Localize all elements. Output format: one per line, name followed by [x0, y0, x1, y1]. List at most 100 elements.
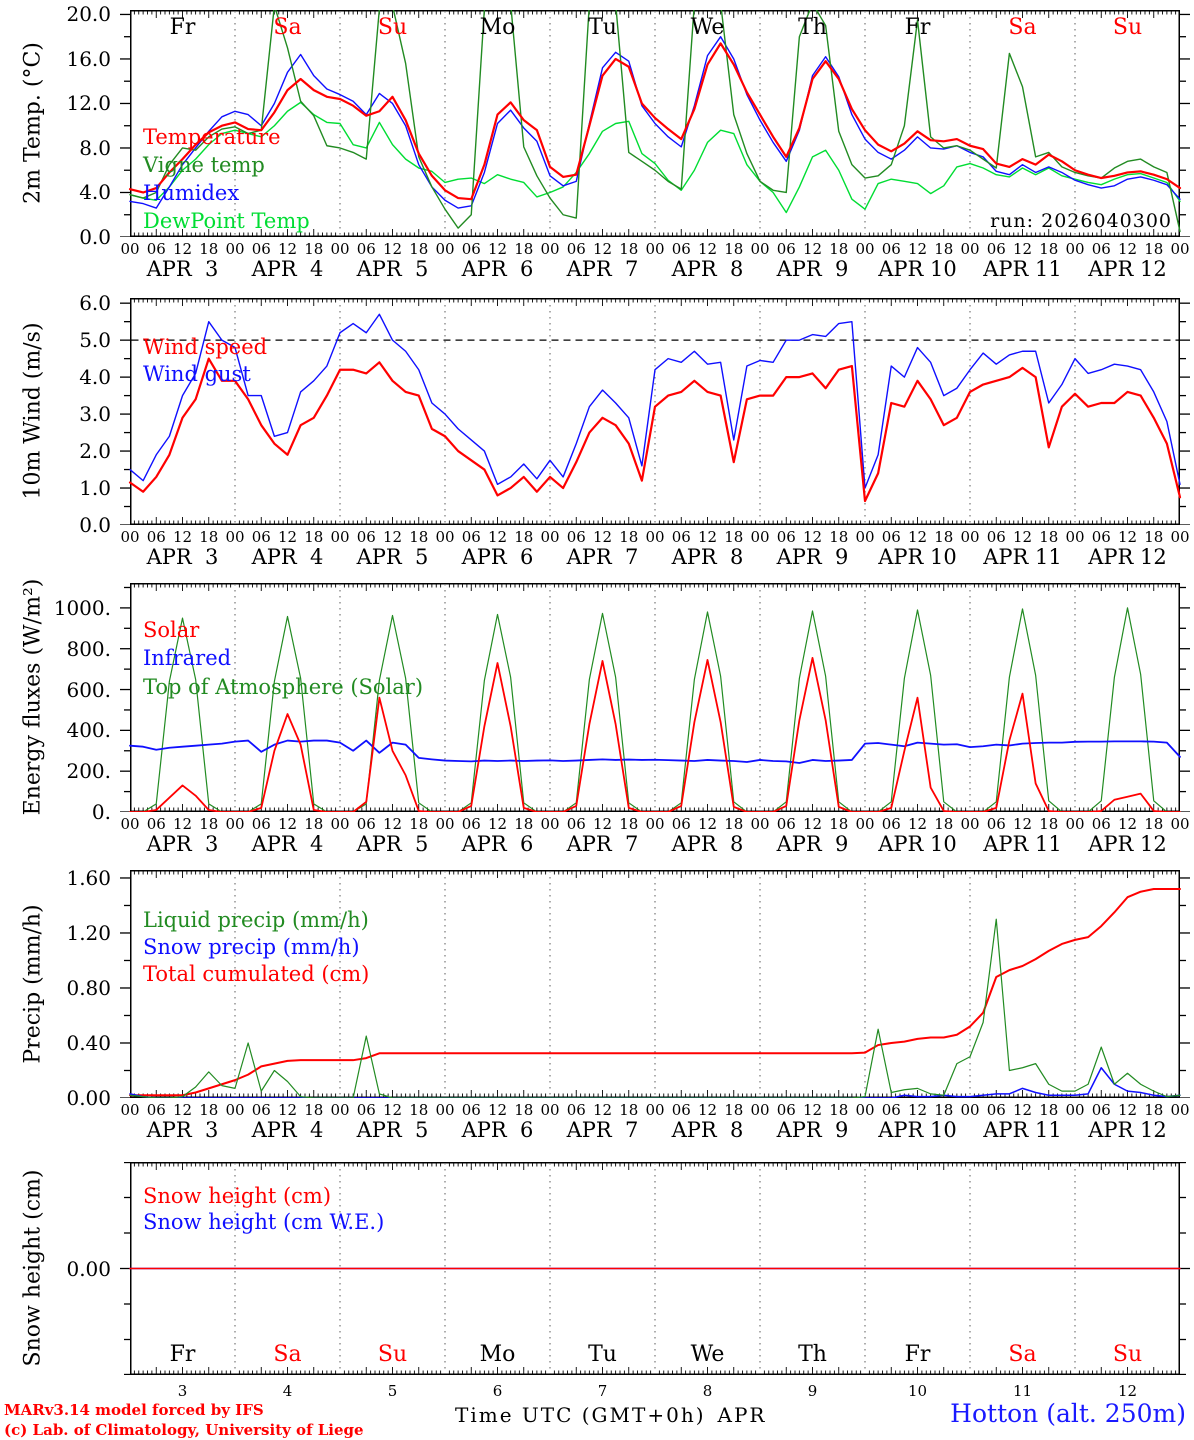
legend-temperature: Temperature [143, 125, 281, 149]
day-name-bottom: Su [377, 1342, 408, 1367]
x-tick-label: 12 [1012, 815, 1033, 833]
x-day-label: APR 9 [776, 1118, 849, 1142]
x-tick-label: 12 [697, 815, 718, 833]
x-tick-label: 00 [435, 1101, 455, 1119]
x-tick-label: 12 [907, 528, 928, 546]
x-tick-label: 06 [1091, 1101, 1111, 1119]
x-tick-label: 00 [960, 528, 980, 546]
x-tick-label: 06 [881, 240, 901, 258]
x-tick-label: 06 [146, 815, 166, 833]
x-tick-label: 12 [487, 1101, 508, 1119]
model-run-label: run: 2026040300 [990, 210, 1172, 232]
x-tick-label: 18 [934, 1101, 954, 1119]
day-name-bottom: Fr [169, 1342, 196, 1367]
y-tick-label-precip: 0.00 [66, 1086, 111, 1110]
x-tick-label: 18 [199, 815, 219, 833]
day-name-top: Th [798, 15, 827, 40]
x-tick-label: 12 [487, 240, 508, 258]
legend-vigne-temp: Vigne temp [143, 153, 265, 177]
x-tick-label: 12 [592, 528, 613, 546]
legend-solar: Solar [143, 618, 200, 642]
x-day-label: APR 12 [1088, 1118, 1167, 1142]
y-tick-label-precip: 1.60 [66, 865, 111, 890]
x-tick-label: 06 [986, 240, 1006, 258]
day-number: 3 [177, 1382, 188, 1400]
x-tick-label: 00 [855, 815, 875, 833]
x-tick-label: 06 [986, 528, 1006, 546]
day-number: 6 [492, 1382, 503, 1400]
x-tick-label: 00 [855, 528, 875, 546]
x-tick-label: 18 [1144, 528, 1164, 546]
x-day-label: APR 12 [1088, 832, 1167, 856]
x-tick-label: 12 [697, 1101, 718, 1119]
x-tick-label: 06 [146, 528, 166, 546]
y-tick-label-precip: 0.80 [66, 975, 111, 1000]
y-tick-label-wind: 6.0 [79, 291, 111, 316]
x-tick-label: 12 [487, 528, 508, 546]
x-tick-label: 18 [934, 815, 954, 833]
x-tick-label: 06 [776, 528, 796, 546]
x-tick-label: 06 [356, 815, 376, 833]
legend-infrared: Infrared [143, 646, 232, 670]
x-day-label: APR 4 [251, 832, 324, 856]
day-name-top: Tu [588, 15, 617, 40]
x-tick-label: 06 [881, 815, 901, 833]
x-day-label: APR 11 [983, 545, 1062, 569]
x-tick-label: 12 [1012, 528, 1033, 546]
x-tick-label: 06 [461, 240, 481, 258]
legend-snow-height-cm-w-e: Snow height (cm W.E.) [143, 1210, 385, 1234]
x-tick-label: 00 [1065, 815, 1085, 833]
x-tick-label: 12 [382, 1101, 403, 1119]
x-tick-label: 00 [855, 240, 875, 258]
x-tick-label: 12 [592, 240, 613, 258]
x-tick-label: 12 [382, 240, 403, 258]
x-day-label: APR 3 [146, 832, 219, 856]
y-tick-label-wind: 2.0 [79, 439, 111, 464]
x-tick-label: 12 [802, 1101, 823, 1119]
x-tick-label: 00 [1170, 528, 1190, 546]
x-tick-label: 00 [1170, 815, 1190, 833]
x-tick-label: 18 [409, 240, 429, 258]
x-tick-label: 18 [934, 528, 954, 546]
x-day-label: APR 4 [251, 257, 324, 281]
x-tick-label: 00 [435, 240, 455, 258]
x-day-label: APR 5 [356, 832, 429, 856]
x-tick-label: 18 [199, 1101, 219, 1119]
x-tick-label: 18 [829, 1101, 849, 1119]
y-tick-label-temp: 0.0 [79, 225, 111, 249]
y-tick-label-temp: 20.0 [66, 2, 111, 27]
x-tick-label: 18 [934, 240, 954, 258]
x-tick-label: 06 [881, 528, 901, 546]
x-day-label: APR 3 [146, 257, 219, 281]
x-tick-label: 00 [1065, 240, 1085, 258]
x-tick-label: 12 [277, 528, 298, 546]
legend-wind-gust: Wind gust [143, 362, 251, 386]
x-tick-label: 18 [409, 1101, 429, 1119]
x-tick-label: 06 [986, 1101, 1006, 1119]
day-name-bottom: Sa [1008, 1342, 1037, 1367]
x-tick-label: 06 [1091, 528, 1111, 546]
x-tick-label: 00 [750, 1101, 770, 1119]
y-tick-label-flux: 0. [91, 800, 111, 824]
time-axis-label: Time UTC (GMT+0h) [455, 1403, 706, 1427]
x-tick-label: 12 [382, 815, 403, 833]
x-tick-label: 00 [120, 815, 140, 833]
x-day-label: APR 12 [1088, 257, 1167, 281]
x-tick-label: 00 [1170, 240, 1190, 258]
x-day-label: APR 10 [878, 545, 957, 569]
y-tick-label-snow: 0.00 [66, 1256, 111, 1281]
x-tick-label: 18 [619, 1101, 639, 1119]
x-tick-label: 06 [671, 240, 691, 258]
x-tick-label: 18 [619, 240, 639, 258]
x-day-label: APR 11 [983, 257, 1062, 281]
day-name-top: Su [377, 15, 408, 40]
x-tick-label: 06 [671, 1101, 691, 1119]
wind-plot [120, 298, 1190, 525]
day-name-top: Sa [1008, 15, 1037, 40]
x-tick-label: 12 [907, 240, 928, 258]
x-tick-label: 18 [829, 240, 849, 258]
x-day-label: APR 8 [671, 257, 744, 281]
y-tick-label-wind: 4.0 [79, 365, 111, 390]
x-day-label: APR 6 [461, 545, 534, 569]
